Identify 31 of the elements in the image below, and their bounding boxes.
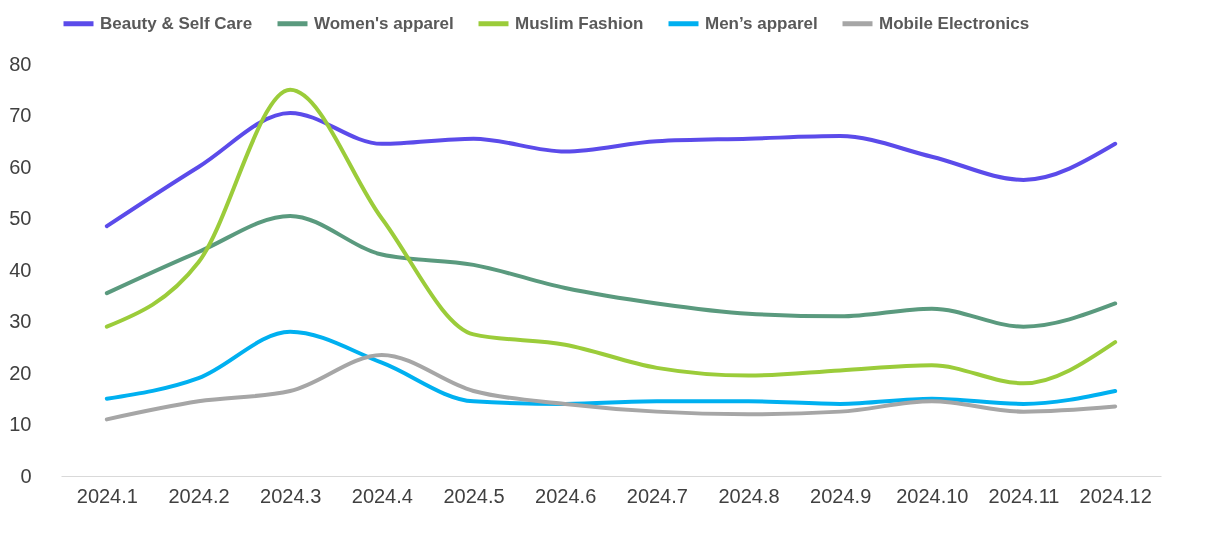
- x-tick-label: 2024.7: [626, 484, 688, 507]
- x-tick-label: 2024.12: [1079, 484, 1152, 507]
- y-tick-label: 80: [9, 52, 32, 75]
- x-tick-label: 2024.10: [896, 484, 969, 507]
- line-series: [104, 213, 1118, 329]
- x-tick-label: 2024.8: [718, 484, 780, 507]
- line-series: [104, 110, 1118, 229]
- y-tick-label: 60: [9, 155, 32, 178]
- x-tick-label: 2024.6: [535, 484, 597, 507]
- x-tick-label: 2024.1: [76, 484, 138, 507]
- legend-label: Beauty & Self Care: [100, 13, 253, 33]
- y-tick-label: 70: [9, 104, 32, 126]
- line-series: [104, 87, 1118, 386]
- y-tick-label: 10: [9, 413, 32, 435]
- line-series: [104, 352, 1118, 422]
- legend-label: Muslim Fashion: [515, 13, 644, 33]
- x-tick-label: 2024.3: [260, 484, 322, 507]
- line-series: [104, 329, 1118, 406]
- y-tick-label: 20: [9, 361, 32, 384]
- legend-label: Women's apparel: [314, 13, 454, 33]
- y-tick-label: 40: [9, 258, 32, 281]
- x-tick-label: 2024.5: [443, 484, 505, 507]
- legend-label: Men’s apparel: [705, 13, 818, 33]
- y-tick-label: 30: [9, 310, 32, 332]
- y-tick-label: 50: [9, 207, 32, 229]
- y-tick-label: 0: [20, 464, 32, 487]
- legend-label: Mobile Electronics: [879, 13, 1030, 33]
- x-tick-label: 2024.9: [810, 484, 872, 507]
- x-tick-label: 2024.2: [168, 484, 230, 507]
- x-tick-label: 2024.11: [988, 484, 1060, 507]
- x-tick-label: 2024.4: [351, 484, 413, 507]
